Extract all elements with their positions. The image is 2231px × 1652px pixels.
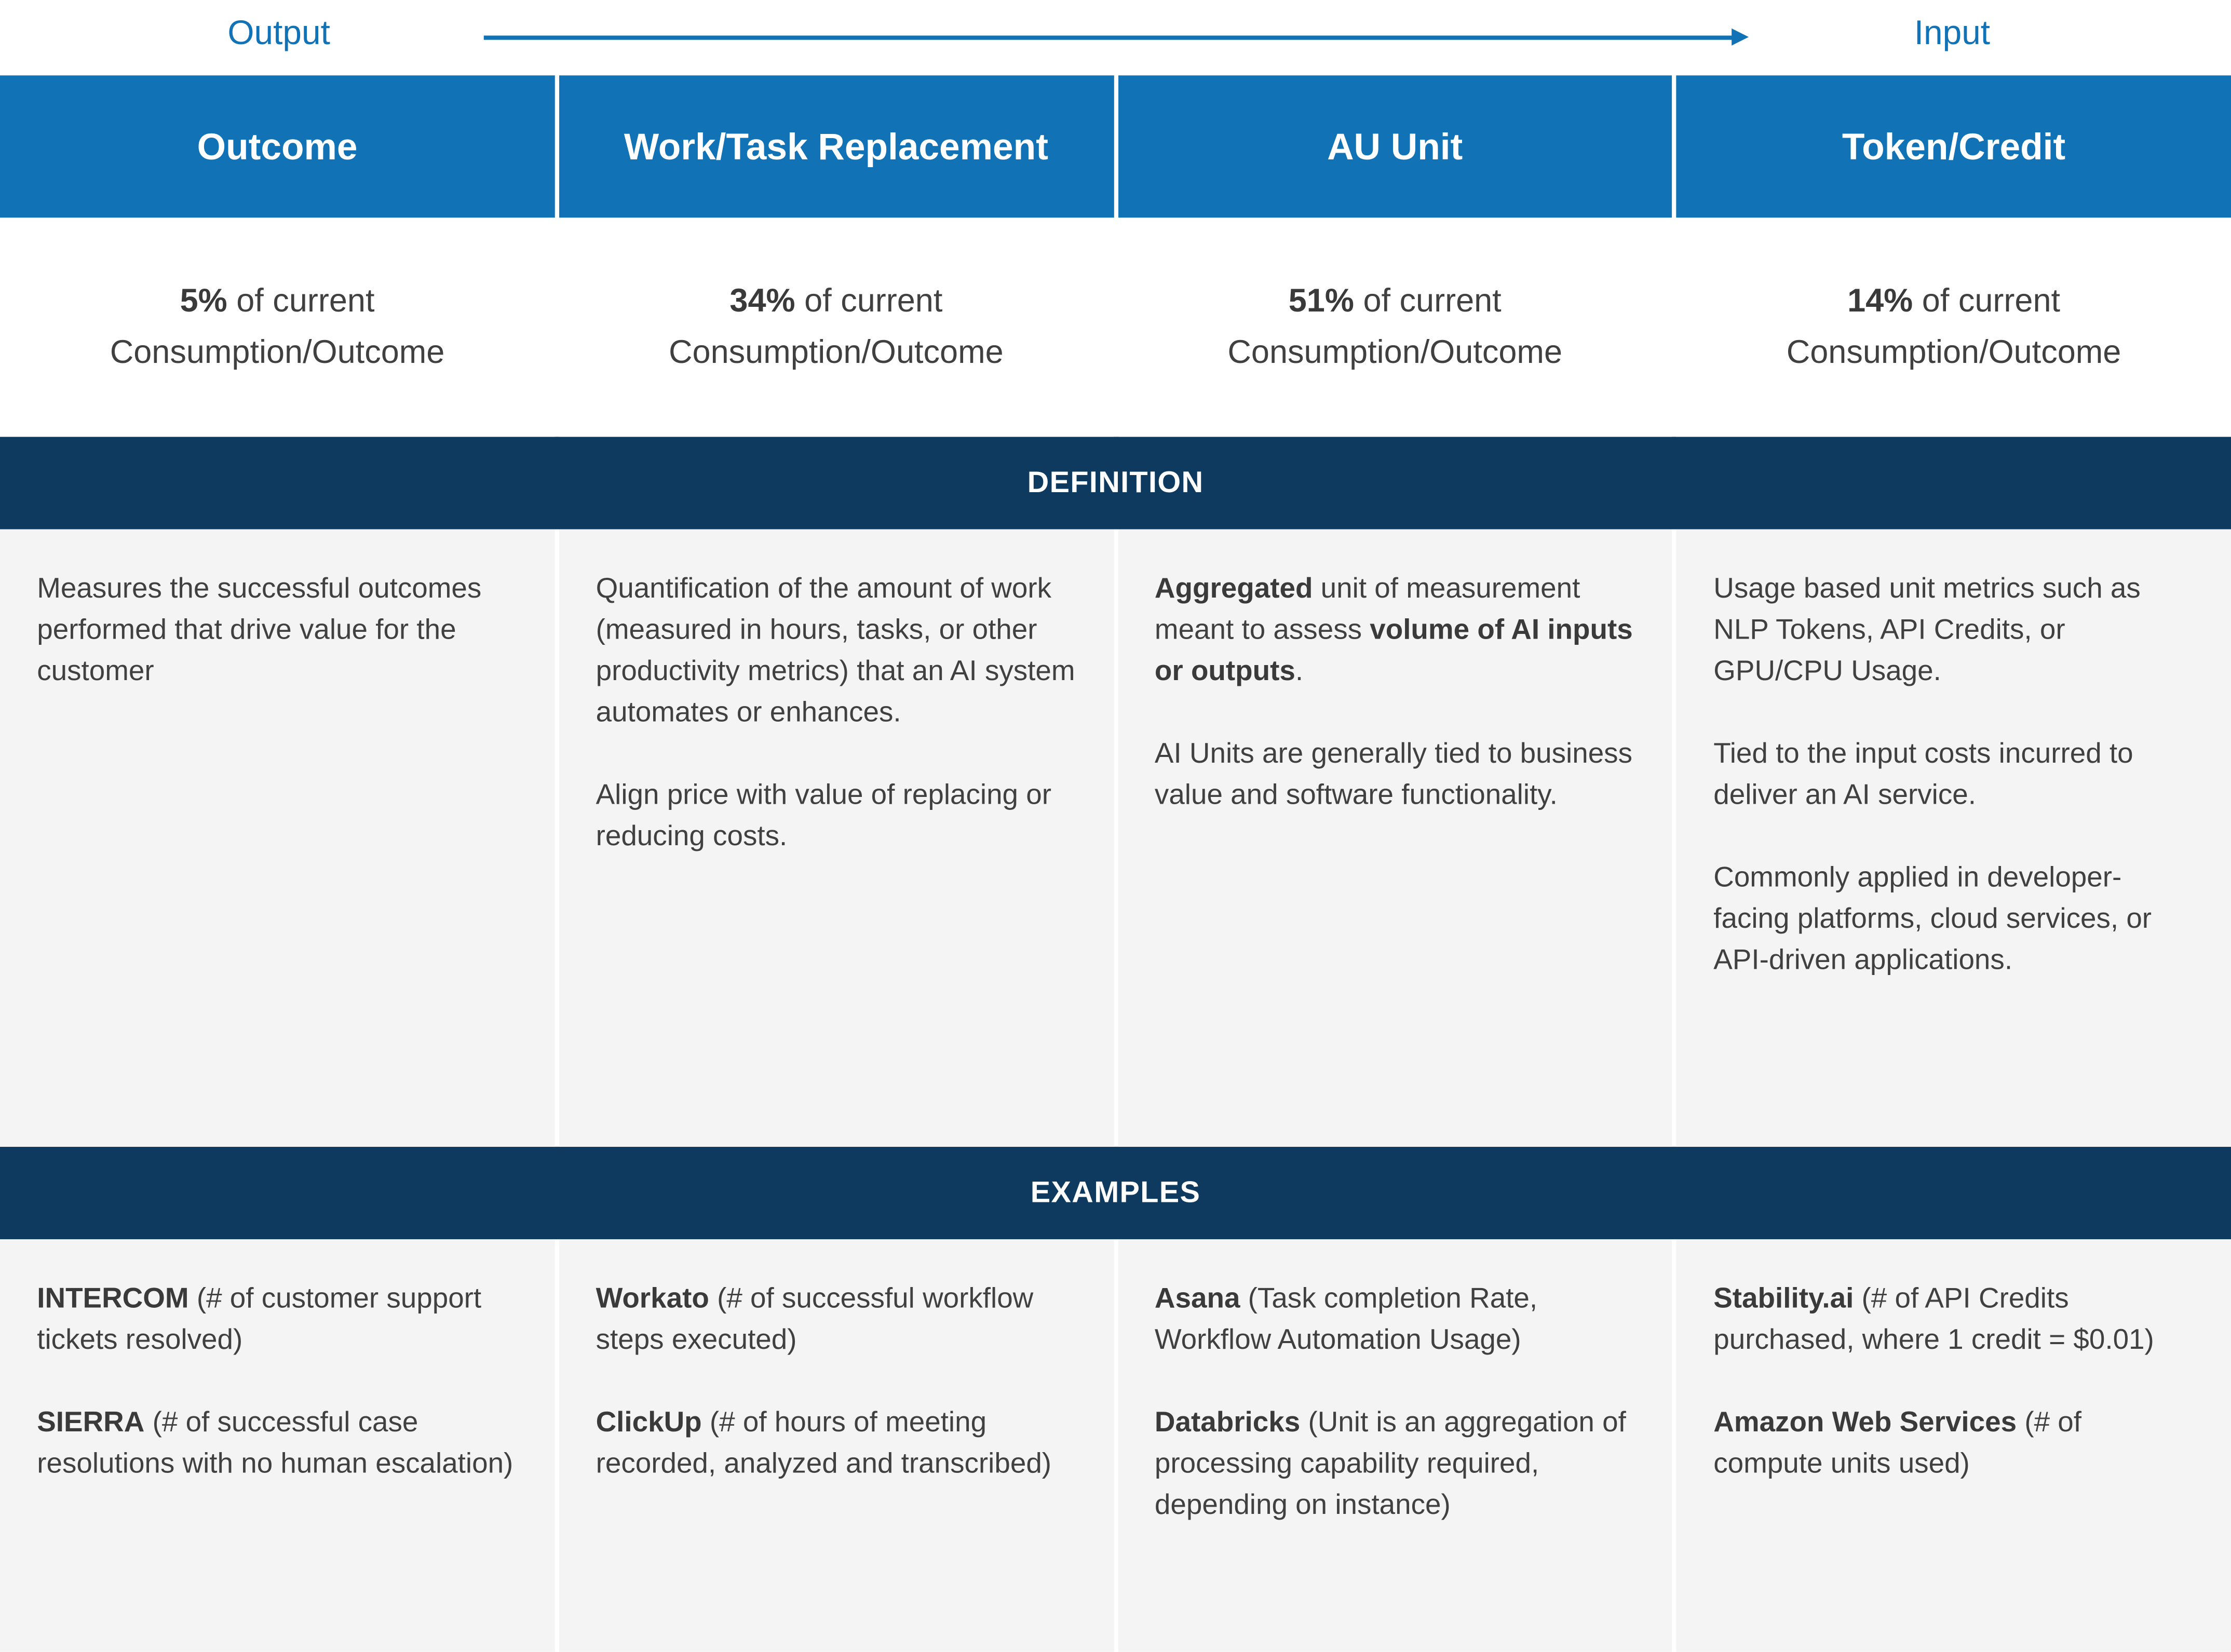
examples-outcome: INTERCOM (# of customer support tickets … xyxy=(0,1239,555,1652)
definition-row: Measures the successful outcomes perform… xyxy=(0,529,2231,1147)
definition-outcome: Measures the successful outcomes perform… xyxy=(0,529,555,1147)
text-segment: (# of API Credits purchased, where 1 cre… xyxy=(1713,1283,2154,1356)
text-segment: (# of successful case resolutions with n… xyxy=(37,1407,513,1480)
consumption-stat-row: 5% of current Consumption/Outcome 34% of… xyxy=(0,218,2231,437)
text-segment: . xyxy=(1295,656,1304,687)
column-header-au-unit: AU Unit xyxy=(1117,75,1672,218)
stat-suffix: of current xyxy=(227,282,375,319)
emphasized-text: INTERCOM xyxy=(37,1283,189,1315)
output-to-input-arrow xyxy=(483,28,1749,46)
stat-work-task-replacement: 34% of current Consumption/Outcome xyxy=(559,218,1114,437)
text-segment: Commonly applied in developer-facing pla… xyxy=(1713,862,2152,976)
paragraph: Commonly applied in developer-facing pla… xyxy=(1713,858,2194,982)
examples-section-header: EXAMPLES xyxy=(0,1146,2231,1239)
text-segment: Align price with value of replacing or r… xyxy=(596,779,1052,852)
column-header-work-task-replacement: Work/Task Replacement xyxy=(559,75,1114,218)
definition-au-unit: Aggregated unit of measurement meant to … xyxy=(1117,529,1672,1147)
stat-line2: Consumption/Outcome xyxy=(1227,333,1563,370)
arrow-head-icon xyxy=(1732,28,1749,46)
text-segment: Quantification of the amount of work (me… xyxy=(596,573,1075,729)
emphasized-text: Aggregated xyxy=(1154,573,1313,605)
paragraph: Quantification of the amount of work (me… xyxy=(596,569,1077,734)
text-segment: Measures the successful outcomes perform… xyxy=(37,573,482,687)
examples-row: INTERCOM (# of customer support tickets … xyxy=(0,1239,2231,1652)
paragraph: Stability.ai (# of API Credits purchased… xyxy=(1713,1279,2194,1362)
stat-percent: 5% xyxy=(180,282,227,319)
definition-section-header: DEFINITION xyxy=(0,437,2231,530)
stat-percent: 51% xyxy=(1288,282,1354,319)
paragraph: SIERRA (# of successful case resolutions… xyxy=(37,1403,518,1485)
text-segment: (# of compute units used) xyxy=(1713,1407,2082,1480)
text-segment: (Unit is an aggregation of processing ca… xyxy=(1154,1407,1626,1521)
column-header-token-credit: Token/Credit xyxy=(1676,75,2231,218)
stat-line1: 14% of current xyxy=(1847,277,2060,328)
output-input-axis: Output Input xyxy=(0,0,2231,75)
paragraph: Workato (# of successful workflow steps … xyxy=(596,1279,1077,1362)
paragraph: Align price with value of replacing or r… xyxy=(596,776,1077,858)
emphasized-text: ClickUp xyxy=(596,1407,702,1439)
stat-line1: 34% of current xyxy=(729,277,942,328)
emphasized-text: Databricks xyxy=(1154,1407,1301,1439)
input-axis-label: Input xyxy=(1914,14,1991,53)
text-segment: unit of measurement meant to assess xyxy=(1154,573,1580,646)
stat-percent: 14% xyxy=(1847,282,1913,319)
stat-suffix: of current xyxy=(1913,282,2061,319)
output-axis-label: Output xyxy=(227,14,330,53)
text-segment: (Task completion Rate, Workflow Automati… xyxy=(1154,1283,1538,1356)
paragraph: Usage based unit metrics such as NLP Tok… xyxy=(1713,569,2194,693)
stat-line2: Consumption/Outcome xyxy=(669,333,1004,370)
text-segment: (# of successful workflow steps executed… xyxy=(596,1283,1034,1356)
column-header-outcome: Outcome xyxy=(0,75,555,218)
paragraph: Measures the successful outcomes perform… xyxy=(37,569,518,693)
stat-line2: Consumption/Outcome xyxy=(110,333,445,370)
text-segment: Usage based unit metrics such as NLP Tok… xyxy=(1713,573,2141,687)
paragraph: Amazon Web Services (# of compute units … xyxy=(1713,1403,2194,1485)
stat-percent: 34% xyxy=(729,282,795,319)
paragraph: AI Units are generally tied to business … xyxy=(1155,734,1635,817)
paragraph: ClickUp (# of hours of meeting recorded,… xyxy=(596,1403,1077,1485)
column-header-row: Outcome Work/Task Replacement AU Unit To… xyxy=(0,75,2231,218)
paragraph: Tied to the input costs incurred to deli… xyxy=(1713,734,2194,817)
paragraph: Aggregated unit of measurement meant to … xyxy=(1155,569,1635,693)
text-segment: (# of hours of meeting recorded, analyze… xyxy=(596,1407,1052,1480)
text-segment: (# of customer support tickets resolved) xyxy=(37,1283,482,1356)
stat-outcome: 5% of current Consumption/Outcome xyxy=(0,218,555,437)
paragraph: INTERCOM (# of customer support tickets … xyxy=(37,1279,518,1362)
text-segment: Tied to the input costs incurred to deli… xyxy=(1713,738,2133,811)
definition-token-credit: Usage based unit metrics such as NLP Tok… xyxy=(1676,529,2231,1147)
paragraph: Asana (Task completion Rate, Workflow Au… xyxy=(1155,1279,1635,1362)
emphasized-text: Workato xyxy=(596,1283,709,1315)
examples-au-unit: Asana (Task completion Rate, Workflow Au… xyxy=(1117,1239,1672,1652)
text-segment: AI Units are generally tied to business … xyxy=(1154,738,1632,811)
stat-line1: 5% of current xyxy=(180,277,375,328)
stat-au-unit: 51% of current Consumption/Outcome xyxy=(1117,218,1672,437)
examples-work-task-replacement: Workato (# of successful workflow steps … xyxy=(559,1239,1114,1652)
emphasized-text: Asana xyxy=(1154,1283,1240,1315)
emphasized-text: Stability.ai xyxy=(1713,1283,1854,1315)
emphasized-text: volume of AI inputs or outputs xyxy=(1154,614,1633,687)
emphasized-text: Amazon Web Services xyxy=(1713,1407,2017,1439)
stat-suffix: of current xyxy=(795,282,943,319)
stat-line1: 51% of current xyxy=(1289,277,1502,328)
stat-token-credit: 14% of current Consumption/Outcome xyxy=(1676,218,2231,437)
stat-suffix: of current xyxy=(1354,282,1502,319)
paragraph: Databricks (Unit is an aggregation of pr… xyxy=(1155,1403,1635,1526)
definition-work-task-replacement: Quantification of the amount of work (me… xyxy=(559,529,1114,1147)
stat-line2: Consumption/Outcome xyxy=(1786,333,2121,370)
examples-token-credit: Stability.ai (# of API Credits purchased… xyxy=(1676,1239,2231,1652)
emphasized-text: SIERRA xyxy=(37,1407,145,1439)
